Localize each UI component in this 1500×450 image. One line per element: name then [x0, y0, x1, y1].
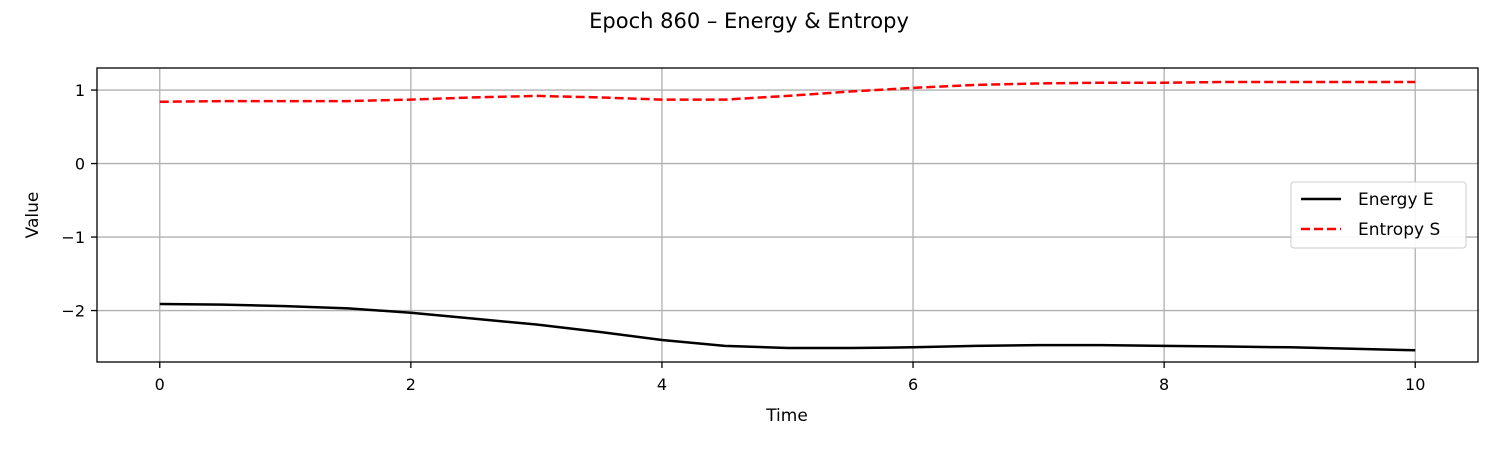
x-tick-label: 0: [155, 375, 165, 394]
series-line-entropy-s: [159, 80, 1416, 104]
x-tick-label: 2: [406, 375, 416, 394]
x-tick-label: 6: [908, 375, 918, 394]
legend-label-entropy: Entropy S: [1358, 220, 1440, 240]
y-tick-label: 0: [75, 155, 85, 174]
y-axis-label: Value: [23, 192, 43, 239]
y-tick-label: −2: [61, 302, 85, 321]
series-layer: [159, 80, 1416, 352]
y-tick-label: 1: [75, 81, 85, 100]
chart-title: Epoch 860 – Energy & Entropy: [589, 9, 909, 33]
x-tick-label: 8: [1159, 375, 1169, 394]
x-axis-label: Time: [765, 406, 808, 426]
legend-label-energy: Energy E: [1358, 190, 1434, 210]
plot-frame: [96, 67, 1479, 363]
ticks: 0 2 4 6 8 10 −2 −1 0 1: [61, 81, 1425, 394]
x-tick-label: 10: [1405, 375, 1425, 394]
y-tick-label: −1: [61, 228, 85, 247]
grid: [97, 68, 1478, 362]
legend: Energy E Entropy S: [1290, 181, 1467, 249]
series-line-energy-e: [159, 302, 1416, 352]
x-tick-label: 4: [657, 375, 667, 394]
